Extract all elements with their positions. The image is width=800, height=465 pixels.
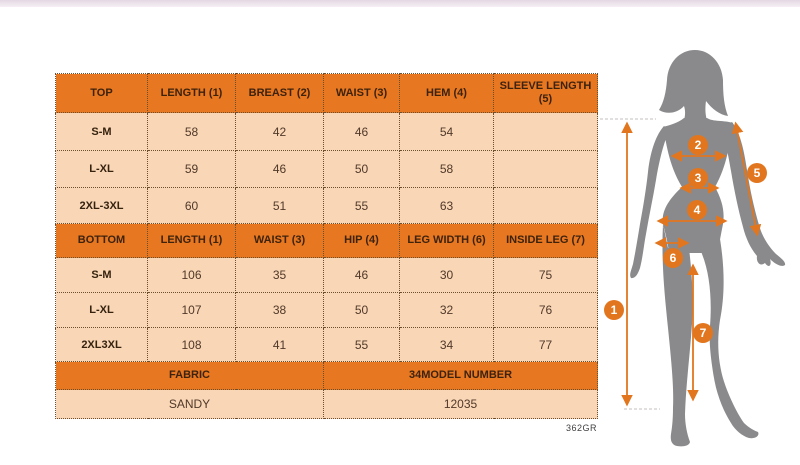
top-strip (0, 0, 800, 7)
value-cell: 35 (235, 257, 324, 293)
value-cell: 41 (235, 327, 324, 362)
info-value-row: SANDY 12035 (55, 389, 598, 419)
size-label-cell: S-M (55, 112, 148, 151)
top-header-row: TOP LENGTH (1) BREAST (2) WAIST (3) HEM … (55, 73, 598, 113)
value-cell: 106 (147, 257, 236, 293)
svg-text:6: 6 (670, 251, 677, 265)
header-cell: HIP (4) (323, 223, 400, 258)
value-cell: 58 (399, 150, 494, 188)
header-cell: HEM (4) (399, 73, 494, 113)
model-number-value-cell: 12035 (323, 389, 598, 419)
value-cell: 55 (323, 327, 400, 362)
style-code-label: 362GR (565, 423, 597, 433)
value-cell: 51 (235, 187, 324, 224)
arrow-sleeve (731, 121, 762, 237)
value-cell: 77 (493, 327, 598, 362)
size-label-cell: S-M (55, 257, 148, 293)
value-cell: 59 (147, 150, 236, 188)
value-cell: 50 (323, 150, 400, 188)
value-cell: 75 (493, 257, 598, 293)
woman-silhouette (630, 50, 786, 447)
fabric-header-cell: FABRIC (55, 361, 324, 390)
table-row: S-M 58 42 46 54 (55, 112, 598, 151)
table-row: 2XL3XL 108 41 55 34 77 (55, 327, 598, 362)
svg-text:5: 5 (754, 166, 761, 180)
value-cell (493, 187, 598, 224)
info-header-row: FABRIC 34MODEL NUMBER (55, 361, 598, 390)
marker-6: 6 (663, 248, 683, 268)
measurement-markers: 1 2 3 4 5 6 7 (604, 135, 767, 343)
marker-7: 7 (693, 323, 713, 343)
value-cell: 42 (235, 112, 324, 151)
svg-text:3: 3 (695, 171, 702, 185)
header-cell: BREAST (2) (235, 73, 324, 113)
value-cell: 46 (323, 257, 400, 293)
value-cell: 60 (147, 187, 236, 224)
value-cell: 54 (399, 112, 494, 151)
model-number-header-cell: 34MODEL NUMBER (323, 361, 598, 390)
size-label-cell: 2XL-3XL (55, 187, 148, 224)
header-cell: INSIDE LEG (7) (493, 223, 598, 258)
measurement-figure: 1 2 3 4 5 6 7 (600, 50, 786, 447)
header-cell: WAIST (3) (323, 73, 400, 113)
size-chart-table: TOP LENGTH (1) BREAST (2) WAIST (3) HEM … (55, 73, 598, 419)
svg-text:7: 7 (700, 326, 707, 340)
marker-1: 1 (604, 300, 624, 320)
marker-4: 4 (687, 200, 707, 220)
size-label-cell: L-XL (55, 150, 148, 188)
value-cell (493, 150, 598, 188)
measurement-arrows (621, 121, 762, 407)
header-cell: SLEEVE LENGTH (5) (493, 73, 598, 113)
header-cell: WAIST (3) (235, 223, 324, 258)
value-cell: 38 (235, 292, 324, 328)
value-cell: 63 (399, 187, 494, 224)
table-row: S-M 106 35 46 30 75 (55, 257, 598, 293)
size-label-cell: L-XL (55, 292, 148, 328)
table-row: L-XL 107 38 50 32 76 (55, 292, 598, 328)
table-row: L-XL 59 46 50 58 (55, 150, 598, 188)
value-cell: 46 (235, 150, 324, 188)
value-cell: 55 (323, 187, 400, 224)
table-row: 2XL-3XL 60 51 55 63 (55, 187, 598, 224)
value-cell: 108 (147, 327, 236, 362)
header-cell: BOTTOM (55, 223, 148, 258)
header-cell: LENGTH (1) (147, 73, 236, 113)
marker-2: 2 (688, 135, 708, 155)
value-cell: 58 (147, 112, 236, 151)
marker-5: 5 (747, 163, 767, 183)
bottom-header-row: BOTTOM LENGTH (1) WAIST (3) HIP (4) LEG … (55, 223, 598, 258)
value-cell: 46 (323, 112, 400, 151)
header-cell: LENGTH (1) (147, 223, 236, 258)
guide-dashes (600, 118, 660, 410)
marker-3: 3 (688, 168, 708, 188)
value-cell: 76 (493, 292, 598, 328)
value-cell: 30 (399, 257, 494, 293)
svg-text:2: 2 (695, 138, 702, 152)
value-cell: 50 (323, 292, 400, 328)
header-cell: TOP (55, 73, 148, 113)
header-cell: LEG WIDTH (6) (399, 223, 494, 258)
svg-text:4: 4 (694, 203, 701, 217)
value-cell (493, 112, 598, 151)
value-cell: 32 (399, 292, 494, 328)
value-cell: 34 (399, 327, 494, 362)
svg-text:1: 1 (611, 303, 618, 317)
value-cell: 107 (147, 292, 236, 328)
size-label-cell: 2XL3XL (55, 327, 148, 362)
fabric-value-cell: SANDY (55, 389, 324, 419)
